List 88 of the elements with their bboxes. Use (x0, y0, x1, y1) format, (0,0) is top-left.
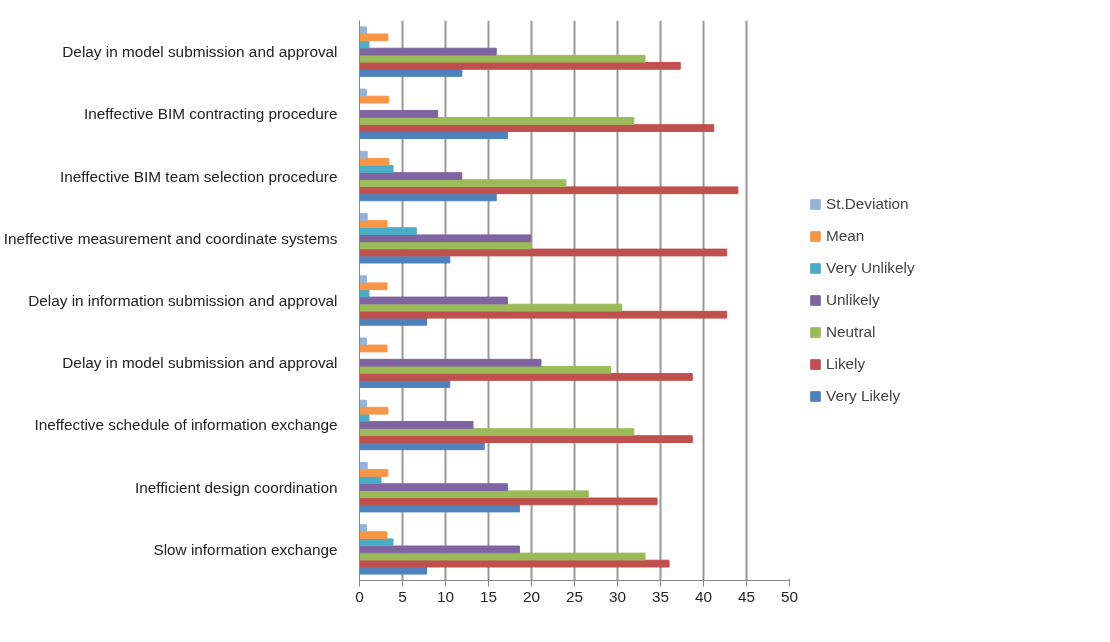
bar (359, 421, 474, 429)
bar (359, 428, 635, 436)
bar (359, 179, 567, 188)
bar (359, 365, 612, 374)
x-tick-label: 40 (694, 587, 713, 605)
bar (359, 469, 389, 477)
bar (359, 33, 389, 42)
bar (359, 490, 589, 499)
bar (359, 296, 508, 305)
bar (359, 131, 508, 140)
bar (359, 95, 390, 104)
bar (359, 483, 508, 492)
bar (359, 497, 658, 506)
bar (359, 442, 485, 451)
bar (359, 227, 417, 236)
bar (359, 476, 382, 484)
bar (359, 186, 739, 195)
x-tick-label: 0 (355, 587, 364, 605)
bar (359, 344, 388, 353)
bar (359, 310, 728, 319)
bar (359, 109, 439, 118)
bar (359, 538, 394, 547)
bar (359, 69, 463, 77)
bar (359, 545, 520, 554)
x-tick-label: 35 (651, 587, 670, 605)
bar (359, 566, 428, 575)
x-tick-label: 25 (565, 587, 584, 605)
x-tick-label: 20 (522, 587, 541, 605)
bar (359, 234, 532, 243)
legend-label: St.Deviation (826, 195, 909, 213)
bar (359, 248, 728, 257)
legend-label: Likely (826, 355, 866, 373)
bar (359, 282, 388, 291)
legend-label: Mean (826, 227, 865, 245)
bar (359, 337, 367, 346)
bar (359, 380, 451, 388)
x-tick-label: 30 (608, 587, 627, 605)
x-tick-label: 45 (737, 587, 756, 605)
bar (359, 40, 370, 49)
bar (359, 373, 693, 381)
bar (359, 241, 532, 250)
bar (359, 150, 368, 159)
bar (359, 117, 635, 125)
bar (359, 559, 670, 568)
bar (359, 213, 368, 221)
bar (359, 157, 390, 166)
x-tick-label: 15 (479, 587, 498, 605)
y-tick-label: Ineffective measurement and coordinate systems (3, 229, 338, 247)
bar (359, 435, 693, 444)
bar (359, 358, 542, 367)
bar (359, 61, 681, 70)
bar (359, 531, 388, 540)
y-tick-label: Delay in model submission and approval (62, 43, 338, 61)
y-tick-label: Ineffective schedule of information exchange (34, 416, 338, 434)
legend-label: Unlikely (826, 291, 880, 309)
bar (359, 88, 367, 97)
legend-label: Neutral (826, 323, 876, 341)
y-tick-label: Ineffective BIM contracting procedure (83, 105, 338, 123)
bar (359, 255, 451, 264)
bar (359, 317, 428, 326)
bar (359, 220, 388, 228)
bar (359, 165, 394, 173)
bar (359, 504, 520, 513)
bar (359, 303, 623, 312)
y-tick-label: Delay in model submission and approval (62, 354, 338, 372)
y-tick-label: Inefficient design coordination (134, 478, 338, 496)
x-tick-label: 5 (398, 587, 407, 605)
bar (359, 406, 389, 415)
bar (359, 47, 497, 56)
bar (359, 275, 367, 284)
bar (359, 172, 463, 180)
bar (359, 552, 646, 561)
y-tick-label: Delay in information submission and approval (28, 292, 338, 309)
bar (359, 26, 367, 35)
x-tick-label: 50 (780, 587, 799, 605)
bar (359, 461, 368, 470)
bar (359, 524, 367, 532)
y-tick-label: Slow information exchange (153, 540, 338, 558)
bar (359, 124, 715, 132)
bar (359, 54, 646, 63)
legend-label: Very Unlikely (826, 259, 915, 277)
bar (359, 399, 367, 408)
bar (359, 193, 497, 202)
x-tick-label: 10 (436, 587, 455, 605)
y-tick-label: Ineffective BIM team selection procedure (60, 167, 338, 185)
bar (359, 289, 370, 298)
legend-label: Very Likely (826, 387, 901, 405)
bar (359, 413, 370, 422)
